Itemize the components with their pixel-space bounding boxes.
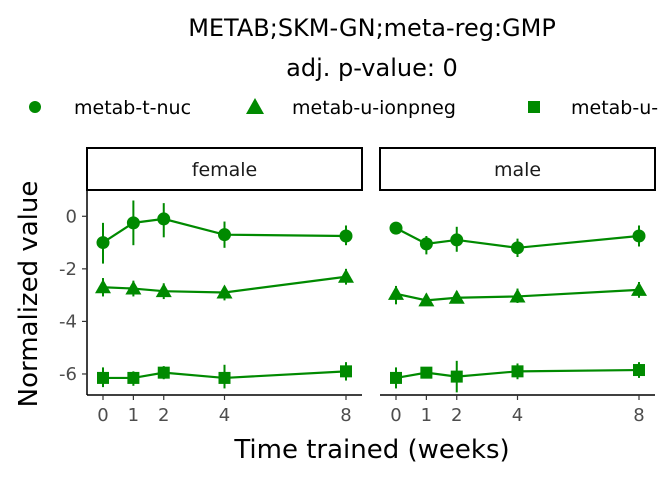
x-tick-label: 8 (340, 405, 351, 426)
data-point-triangle (388, 285, 404, 300)
facet-strip (86, 147, 363, 191)
facet-strip-label: male (494, 159, 541, 181)
data-point-circle (450, 233, 464, 247)
x-tick-label: 2 (158, 405, 169, 426)
legend-label: metab-t-nuc (74, 97, 191, 119)
legend-label: metab-u- (571, 97, 658, 119)
legend: metab-t-nuc metab-u-ionpneg metab-u- (29, 97, 658, 119)
y-tick-label: 0 (66, 206, 77, 227)
x-tick-label: 2 (451, 405, 462, 426)
facet-strip (379, 147, 656, 191)
data-point-square (450, 370, 463, 383)
data-point-circle (632, 229, 646, 243)
data-point-circle (389, 221, 403, 235)
x-axis-title: Time trained (weeks) (233, 435, 509, 465)
x-tick-label: 1 (128, 405, 139, 426)
data-point-square (157, 366, 170, 379)
data-point-square (511, 365, 524, 378)
data-point-square (390, 371, 402, 384)
data-point-triangle (631, 281, 647, 296)
facet-strip-label: female (192, 159, 258, 181)
data-point-circle (419, 237, 433, 251)
x-tick-label: 1 (421, 405, 432, 426)
x-tick-label: 0 (390, 405, 401, 426)
legend-circle-icon (29, 101, 41, 113)
x-tick-label: 0 (97, 405, 108, 426)
data-point-triangle (509, 288, 526, 303)
y-tick-label: -4 (59, 311, 77, 332)
data-point-circle (339, 229, 353, 243)
data-point-circle (157, 212, 171, 226)
data-point-circle (218, 228, 231, 242)
legend-square-icon (528, 101, 540, 113)
data-point-circle (511, 241, 524, 255)
x-tick-label: 4 (512, 405, 523, 426)
data-point-circle (126, 216, 140, 230)
legend-label: metab-u-ionpneg (292, 97, 456, 119)
data-point-triangle (448, 289, 465, 304)
data-point-triangle (95, 279, 111, 294)
data-point-square (340, 365, 352, 378)
y-tick-label: -2 (59, 259, 77, 280)
data-point-triangle (338, 268, 354, 283)
data-point-triangle (216, 284, 233, 299)
chart-title: METAB;SKM-GN;meta-reg:GMP (188, 14, 556, 42)
data-point-square (127, 371, 140, 384)
data-point-square (420, 366, 433, 379)
chart-subtitle: adj. p-value: 0 (286, 54, 458, 82)
data-point-circle (96, 236, 110, 250)
y-axis-title: Normalized value (14, 181, 44, 408)
data-point-triangle (418, 292, 435, 307)
data-point-square (633, 364, 645, 377)
legend-triangle-icon (246, 98, 264, 114)
data-point-square (218, 371, 231, 384)
x-tick-label: 4 (219, 405, 230, 426)
data-point-triangle (155, 283, 172, 298)
y-tick-label: -6 (59, 364, 77, 385)
data-point-square (97, 371, 109, 384)
data-point-triangle (125, 280, 142, 295)
x-tick-label: 8 (633, 405, 644, 426)
